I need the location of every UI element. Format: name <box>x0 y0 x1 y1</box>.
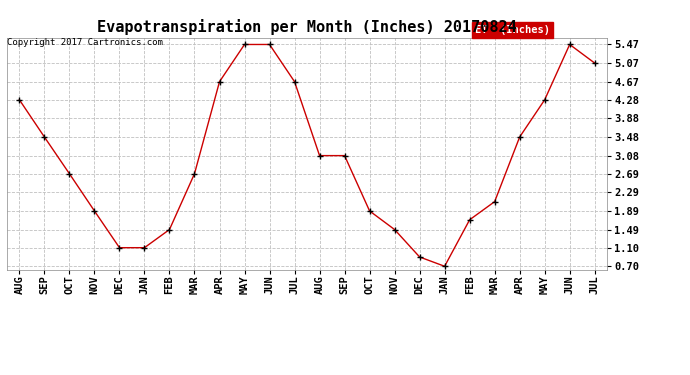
Text: ET  (Inches): ET (Inches) <box>475 25 550 35</box>
Title: Evapotranspiration per Month (Inches) 20170824: Evapotranspiration per Month (Inches) 20… <box>97 19 517 35</box>
Text: Copyright 2017 Cartronics.com: Copyright 2017 Cartronics.com <box>7 38 163 47</box>
